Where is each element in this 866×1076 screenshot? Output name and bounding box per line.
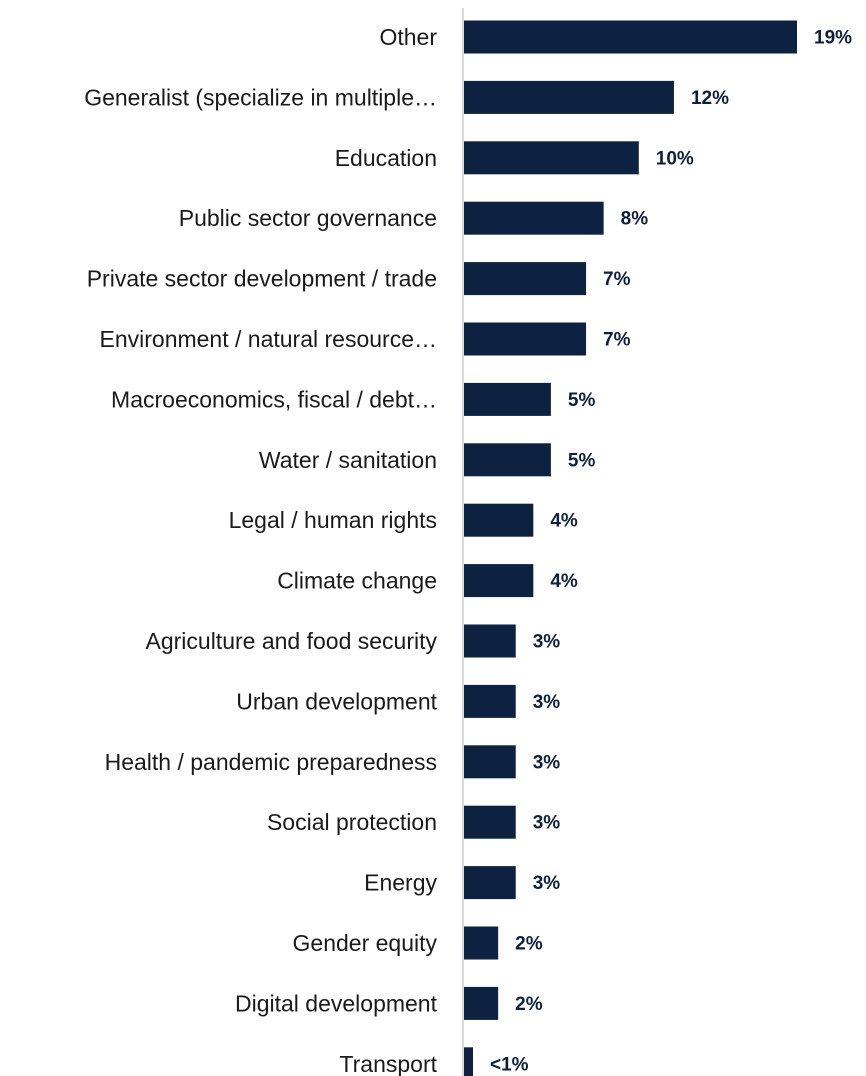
- value-label-15: 2%: [515, 934, 543, 955]
- category-label-3: Public sector governance: [179, 205, 437, 231]
- bar-10: [463, 624, 516, 658]
- value-labels-group: 19% 12% 10% 8% 7% 7% 5% 5% 4% 4% 3% 3% 3% 3% 3% 2% 2% <1%: [490, 28, 852, 1076]
- bar-0: [463, 20, 797, 54]
- bar-16: [463, 986, 499, 1020]
- value-label-16: 2%: [515, 994, 543, 1015]
- bar-17: [463, 1047, 473, 1076]
- bar-5: [463, 322, 587, 356]
- value-label-1: 12%: [691, 88, 729, 109]
- value-label-14: 3%: [533, 873, 561, 894]
- bar-4: [463, 262, 587, 296]
- value-label-10: 3%: [533, 632, 561, 653]
- category-label-2: Education: [335, 145, 437, 171]
- bars-group: [463, 20, 797, 1076]
- category-label-6: Macroeconomics, fiscal / debt…: [111, 386, 437, 412]
- category-labels-group: Other Generalist (specialize in multiple……: [84, 24, 437, 1076]
- bar-12: [463, 745, 516, 779]
- bar-9: [463, 564, 534, 598]
- value-label-3: 8%: [621, 209, 649, 230]
- value-label-8: 4%: [550, 511, 578, 532]
- category-label-15: Gender equity: [293, 930, 438, 956]
- category-label-5: Environment / natural resource…: [100, 326, 438, 352]
- category-label-8: Legal / human rights: [229, 507, 437, 533]
- category-label-16: Digital development: [235, 990, 438, 1016]
- value-label-0: 19%: [814, 28, 852, 49]
- category-label-11: Urban development: [236, 688, 437, 714]
- value-label-7: 5%: [568, 450, 596, 471]
- category-label-7: Water / sanitation: [259, 447, 437, 473]
- value-label-12: 3%: [533, 752, 561, 773]
- bar-11: [463, 684, 516, 718]
- bar-13: [463, 805, 516, 839]
- bar-3: [463, 201, 604, 235]
- category-label-9: Climate change: [277, 568, 437, 594]
- category-label-17: Transport: [339, 1051, 437, 1076]
- bar-1: [463, 80, 674, 114]
- bar-2: [463, 141, 639, 175]
- value-label-9: 4%: [550, 571, 578, 592]
- category-label-0: Other: [379, 24, 437, 50]
- value-label-6: 5%: [568, 390, 596, 411]
- category-label-12: Health / pandemic preparedness: [105, 749, 437, 775]
- category-label-1: Generalist (specialize in multiple…: [84, 84, 437, 110]
- value-label-13: 3%: [533, 813, 561, 834]
- category-label-14: Energy: [364, 870, 437, 896]
- category-label-13: Social protection: [267, 809, 437, 835]
- bar-8: [463, 503, 534, 537]
- value-label-17: <1%: [490, 1054, 529, 1075]
- bar-7: [463, 443, 551, 477]
- bar-15: [463, 926, 499, 960]
- value-label-5: 7%: [603, 330, 631, 351]
- bar-6: [463, 382, 551, 416]
- bar-14: [463, 866, 516, 900]
- category-label-4: Private sector development / trade: [87, 266, 437, 292]
- category-label-10: Agriculture and food security: [146, 628, 438, 654]
- value-label-2: 10%: [656, 148, 694, 169]
- value-label-4: 7%: [603, 269, 631, 290]
- value-label-11: 3%: [533, 692, 561, 713]
